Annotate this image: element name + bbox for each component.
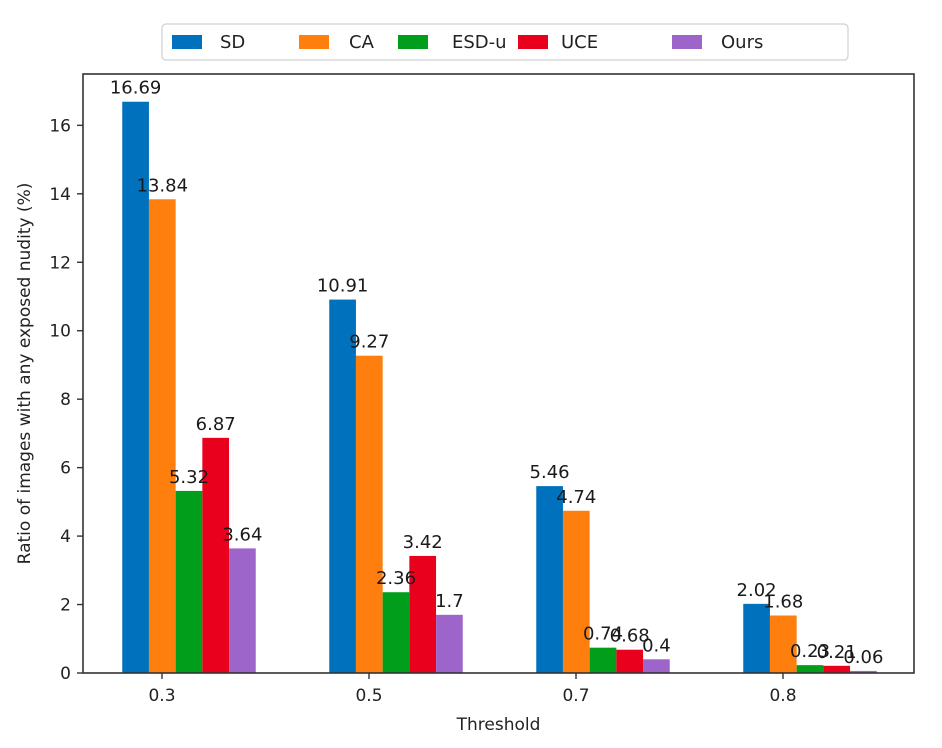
x-tick-label: 0.7 — [562, 686, 589, 706]
bar-uce-0.7 — [616, 649, 644, 673]
legend-swatch-esd-u — [398, 35, 428, 49]
data-label: 0.21 — [817, 642, 857, 663]
bar-esd-u-0.3 — [175, 490, 203, 673]
data-label: 5.32 — [169, 467, 209, 488]
legend: SD CA ESD-u UCE Ours — [161, 23, 849, 61]
legend-swatch-ca — [299, 35, 329, 49]
data-label: 2.36 — [376, 568, 416, 589]
y-axis-label: Ratio of images with any exposed nudity … — [15, 183, 35, 565]
bar-sd-0.8 — [743, 603, 770, 673]
y-tick-label: 6 — [60, 459, 71, 479]
legend-label-ours: Ours — [721, 32, 763, 53]
legend-swatch-uce — [518, 35, 548, 49]
y-tick-label: 12 — [49, 253, 71, 273]
bar-esd-u-0.5 — [382, 592, 410, 673]
legend-swatch-sd — [172, 35, 202, 49]
bar-ours-0.8 — [850, 670, 877, 673]
y-tick-label: 0 — [60, 664, 71, 684]
data-label: 0.06 — [843, 647, 883, 668]
y-tick-label: 2 — [60, 596, 71, 616]
data-label: 13.84 — [137, 175, 189, 196]
bar-ours-0.3 — [229, 548, 256, 673]
legend-swatch-ours — [672, 35, 702, 49]
legend-label-esd-u: ESD-u — [452, 32, 507, 53]
data-label: 9.27 — [349, 332, 389, 353]
x-tick-label: 0.3 — [148, 686, 175, 706]
data-label: 0.4 — [642, 635, 671, 656]
bar-ours-0.7 — [643, 659, 670, 673]
legend-label-ca: CA — [349, 32, 375, 53]
bar-ours-0.5 — [436, 614, 463, 673]
legend-label-uce: UCE — [561, 32, 598, 53]
y-tick-label: 10 — [49, 322, 71, 342]
data-label: 4.74 — [556, 487, 596, 508]
x-axis: 0.3 0.5 0.7 0.8 — [148, 673, 797, 706]
data-label: 5.46 — [530, 462, 570, 483]
legend-box — [161, 23, 849, 61]
data-label: 10.91 — [317, 276, 369, 297]
y-tick-label: 14 — [49, 185, 71, 205]
bar-sd-0.3 — [122, 101, 149, 673]
data-labels-layer: 16.69 10.91 5.46 2.02 13.84 9.27 4.74 1.68 5.32 2… — [110, 78, 884, 668]
data-label: 3.64 — [222, 524, 262, 545]
bar-sd-0.7 — [536, 486, 563, 673]
bar-sd-0.5 — [329, 299, 356, 673]
x-tick-label: 0.5 — [355, 686, 382, 706]
x-tick-label: 0.8 — [769, 686, 796, 706]
y-tick-label: 8 — [60, 390, 71, 410]
y-axis: 0 2 4 6 8 10 12 14 16 — [49, 116, 83, 684]
data-label: 1.68 — [763, 591, 803, 612]
data-label: 3.42 — [403, 532, 443, 553]
data-label: 0.74 — [583, 624, 623, 645]
plot-frame — [82, 73, 915, 674]
data-label: 6.87 — [196, 414, 236, 435]
bars-layer — [122, 101, 877, 674]
bar-ca-0.7 — [562, 510, 590, 673]
bar-uce-0.5 — [409, 555, 437, 673]
data-label: 2.02 — [737, 580, 777, 601]
y-tick-label: 16 — [49, 116, 71, 136]
data-label: 0.23 — [790, 641, 830, 662]
bar-ca-0.8 — [769, 615, 797, 673]
bar-ca-0.3 — [148, 199, 176, 674]
data-label: 16.69 — [110, 78, 162, 99]
bar-esd-u-0.8 — [796, 665, 824, 673]
data-label: 1.7 — [435, 591, 464, 612]
data-label: 0.68 — [610, 626, 650, 647]
y-tick-label: 4 — [60, 527, 71, 547]
legend-label-sd: SD — [220, 32, 245, 53]
x-axis-label: Threshold — [456, 715, 541, 735]
bar-ca-0.5 — [355, 355, 383, 673]
bar-uce-0.3 — [202, 437, 230, 673]
bar-esd-u-0.7 — [589, 647, 617, 673]
bar-uce-0.8 — [823, 665, 851, 673]
